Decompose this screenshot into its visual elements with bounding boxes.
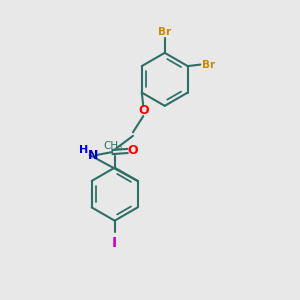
Text: O: O [138, 104, 148, 117]
Text: O: O [128, 144, 138, 157]
Text: H: H [79, 145, 88, 155]
Text: Br: Br [158, 27, 171, 37]
Text: I: I [112, 236, 117, 250]
Text: Br: Br [202, 60, 215, 70]
Text: N: N [87, 148, 98, 161]
Text: CH₃: CH₃ [103, 142, 123, 152]
